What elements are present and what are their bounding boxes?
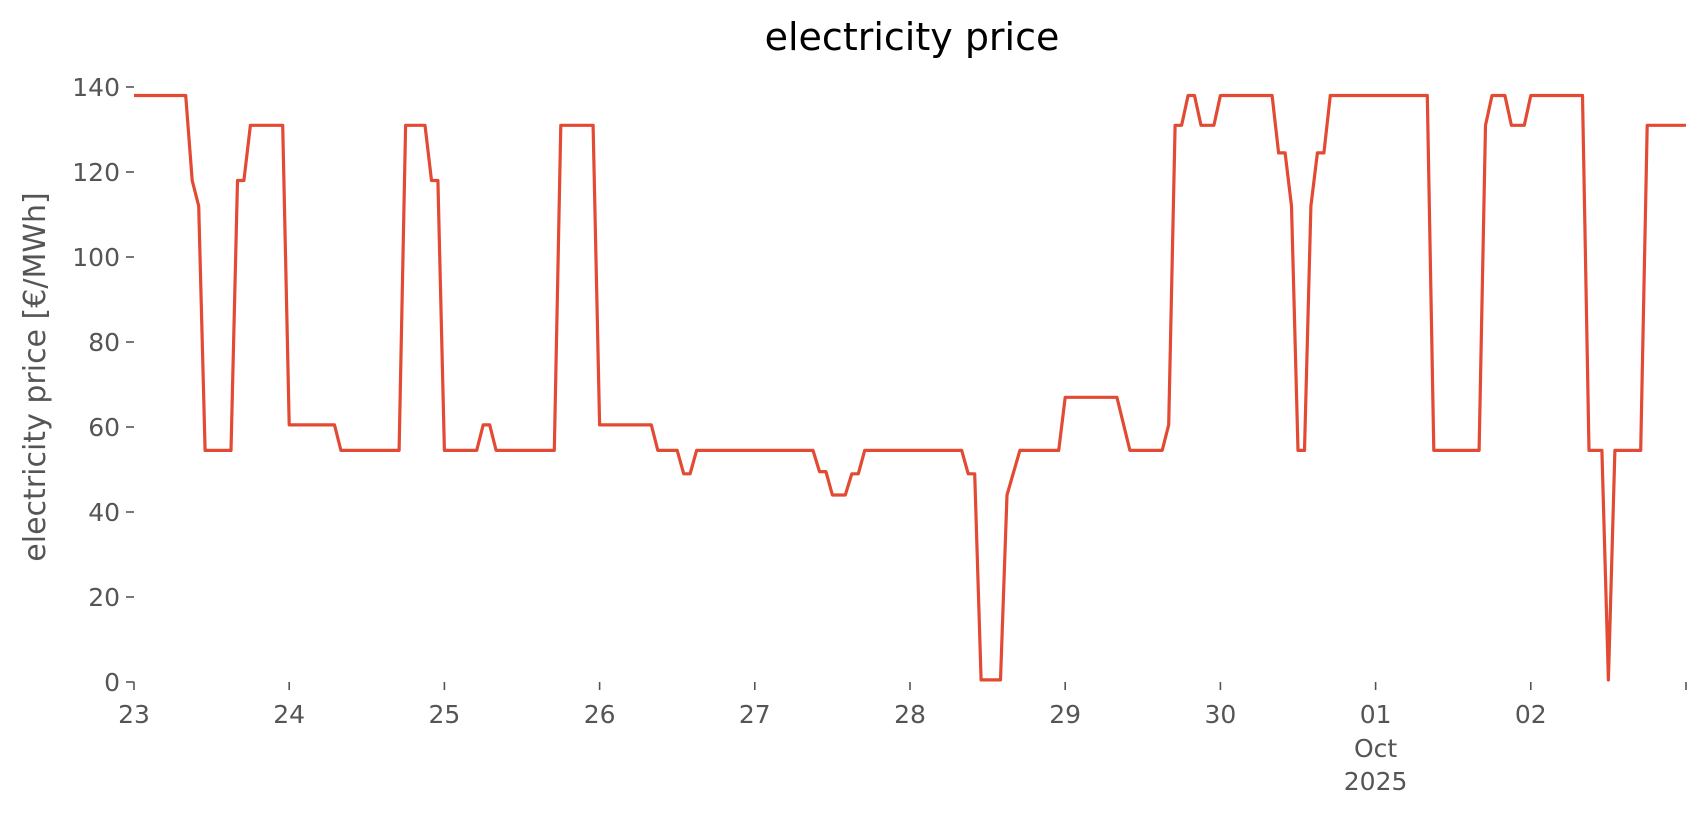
x-tick-label: 01 xyxy=(1360,700,1392,729)
x-tick-label: 27 xyxy=(739,700,771,729)
x-tick-label: 30 xyxy=(1204,700,1236,729)
x-tick-label: 25 xyxy=(428,700,460,729)
x-tick-label: 26 xyxy=(584,700,616,729)
y-tick-label: 40 xyxy=(88,498,120,527)
x-tick-year-label: 2025 xyxy=(1344,767,1408,796)
y-axis: 0 20 40 60 80 100 120 140 xyxy=(72,73,134,697)
y-axis-label: electricity price [€/MWh] xyxy=(18,192,53,561)
x-tick-label: 29 xyxy=(1049,700,1081,729)
y-tick-label: 20 xyxy=(88,583,120,612)
chart-title: electricity price xyxy=(765,15,1060,59)
series-line xyxy=(134,93,1686,682)
x-tick-label: 28 xyxy=(894,700,926,729)
y-tick-label: 0 xyxy=(104,668,120,697)
y-tick-label: 60 xyxy=(88,413,120,442)
y-tick-label: 80 xyxy=(88,328,120,357)
y-tick-label: 120 xyxy=(72,158,120,187)
y-tick-label: 100 xyxy=(72,243,120,272)
x-axis: 23 24 25 26 27 28 29 30 01 Oct 2025 02 xyxy=(118,682,1687,796)
x-tick-label: 24 xyxy=(273,700,305,729)
x-tick-label: 23 xyxy=(118,700,150,729)
x-tick-label: 02 xyxy=(1515,700,1547,729)
plot-area xyxy=(134,93,1686,682)
y-tick-label: 140 xyxy=(72,73,120,102)
x-tick-month-label: Oct xyxy=(1354,734,1397,763)
